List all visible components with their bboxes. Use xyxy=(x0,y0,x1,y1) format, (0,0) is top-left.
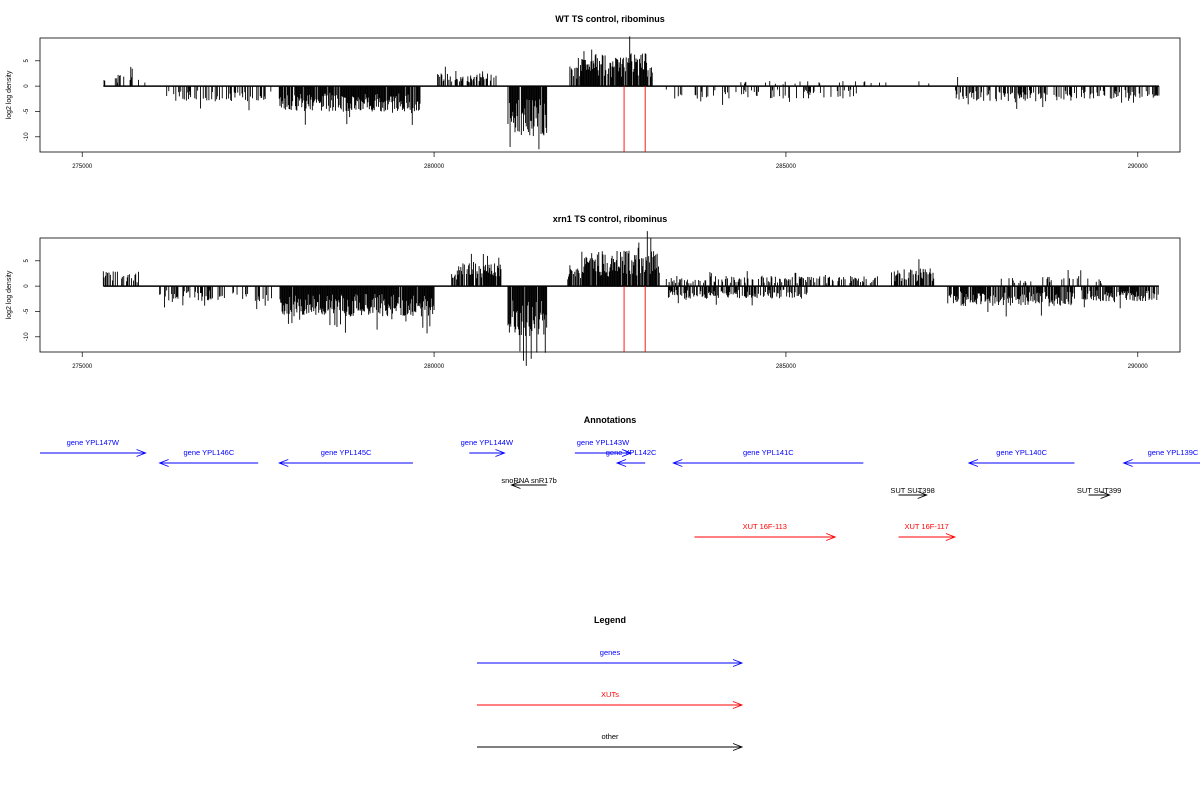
annotation-arrow-head xyxy=(1122,459,1133,467)
y-axis-label: log2 log density xyxy=(6,70,13,119)
annotation-label: XUT 16F-117 xyxy=(905,522,949,531)
x-tick-label: 285000 xyxy=(776,164,797,170)
x-tick-label: 280000 xyxy=(424,364,445,370)
y-axis-label: log2 log density xyxy=(6,270,13,319)
annotation-arrow-head xyxy=(158,459,169,467)
panel-title: xrn1 TS control, ribominus xyxy=(553,214,668,224)
legend-arrow-head xyxy=(732,701,744,709)
x-tick-label: 275000 xyxy=(72,364,93,370)
annotations-track: Annotations gene YPL147W gene YPL146C gene… xyxy=(40,415,1200,541)
annotation-label: gene YPL139C xyxy=(1148,448,1199,457)
annotation-other: SUT SUT399 xyxy=(1077,486,1121,499)
annotation-arrow-head xyxy=(621,449,633,457)
annotation-label: gene YPL140C xyxy=(996,448,1047,457)
annotation-gene: gene YPL143W xyxy=(574,438,633,457)
annotation-arrow-head xyxy=(967,459,979,467)
annotation-label: SUT SUT398 xyxy=(890,486,934,495)
annotation-xut: XUT 16F-113 xyxy=(694,522,837,541)
annotation-label: gene YPL144W xyxy=(461,438,514,447)
y-tick-label: -5 xyxy=(24,308,30,314)
annotation-other: SUT SUT398 xyxy=(890,486,935,499)
annotation-label: snoRNA snR17b xyxy=(501,476,556,485)
annotation-gene: gene YPL145C xyxy=(278,448,413,467)
annotation-arrow-head xyxy=(136,449,147,457)
x-tick-label: 275000 xyxy=(72,164,93,170)
legend-item-other: other xyxy=(477,732,744,751)
legend-arrow-head xyxy=(732,743,744,751)
annotation-label: SUT SUT399 xyxy=(1077,486,1121,495)
annotation-arrow-head xyxy=(672,459,683,467)
annotations-title: Annotations xyxy=(584,415,637,425)
x-tick-label: 280000 xyxy=(424,164,445,170)
density-bars xyxy=(102,231,1159,366)
y-tick-label: -5 xyxy=(24,108,30,114)
annotation-gene: gene YPL142C xyxy=(606,448,657,467)
y-tick-label: 0 xyxy=(24,284,30,288)
x-tick-label: 290000 xyxy=(1128,164,1149,170)
annotation-label: gene YPL143W xyxy=(577,438,630,447)
annotation-gene: gene YPL146C xyxy=(158,448,259,467)
legend-item-label: genes xyxy=(600,648,621,657)
legend-item-xut: XUTs xyxy=(477,690,744,709)
annotation-arrow-head xyxy=(510,481,521,489)
y-tick-label: 5 xyxy=(24,58,30,62)
density-bars xyxy=(103,36,1160,150)
panel-title: WT TS control, ribominus xyxy=(555,14,665,24)
annotation-gene: gene YPL140C xyxy=(967,448,1075,467)
wt-density-panel: WT TS control, ribominus log2 log density… xyxy=(6,14,1181,170)
y-tick-label: 0 xyxy=(24,84,30,88)
plot-frame xyxy=(39,37,1181,153)
annotation-arrow-head xyxy=(1100,491,1111,499)
annotation-gene: gene YPL139C xyxy=(1122,448,1200,467)
annotation-arrow-head xyxy=(495,449,506,457)
legend-item-gene: genes xyxy=(477,648,744,667)
xrn1-density-panel: xrn1 TS control, ribominus log2 log densi… xyxy=(6,214,1181,370)
annotation-label: XUT 16F-113 xyxy=(743,522,787,531)
legend-arrow-head xyxy=(732,659,744,667)
annotation-label: gene YPL145C xyxy=(321,448,372,457)
legend-item-label: other xyxy=(601,732,619,741)
annotation-label: gene YPL142C xyxy=(606,448,657,457)
annotation-arrow-head xyxy=(945,533,957,541)
y-tick-label: 5 xyxy=(24,258,30,262)
legend-title: Legend xyxy=(594,615,626,625)
annotation-label: gene YPL147W xyxy=(67,438,120,447)
annotation-label: gene YPL146C xyxy=(184,448,235,457)
annotation-arrow-head xyxy=(917,491,928,499)
annotation-gene: gene YPL141C xyxy=(672,448,864,467)
annotation-arrow-head xyxy=(826,533,837,541)
annotation-xut: XUT 16F-117 xyxy=(898,522,957,541)
y-tick-label: -10 xyxy=(24,332,30,341)
legend: Legend genes XUTs other xyxy=(477,615,744,751)
annotation-gene: gene YPL144W xyxy=(461,438,514,457)
annotation-arrow-head xyxy=(615,459,627,467)
annotation-other: snoRNA snR17b xyxy=(501,476,557,489)
annotation-gene: gene YPL147W xyxy=(40,438,147,457)
y-tick-label: -10 xyxy=(24,132,30,141)
x-tick-label: 285000 xyxy=(776,364,797,370)
annotation-label: gene YPL141C xyxy=(743,448,794,457)
plot-frame xyxy=(39,237,1181,353)
annotation-arrow-head xyxy=(278,459,289,467)
x-tick-label: 290000 xyxy=(1128,364,1149,370)
legend-item-label: XUTs xyxy=(601,690,619,699)
